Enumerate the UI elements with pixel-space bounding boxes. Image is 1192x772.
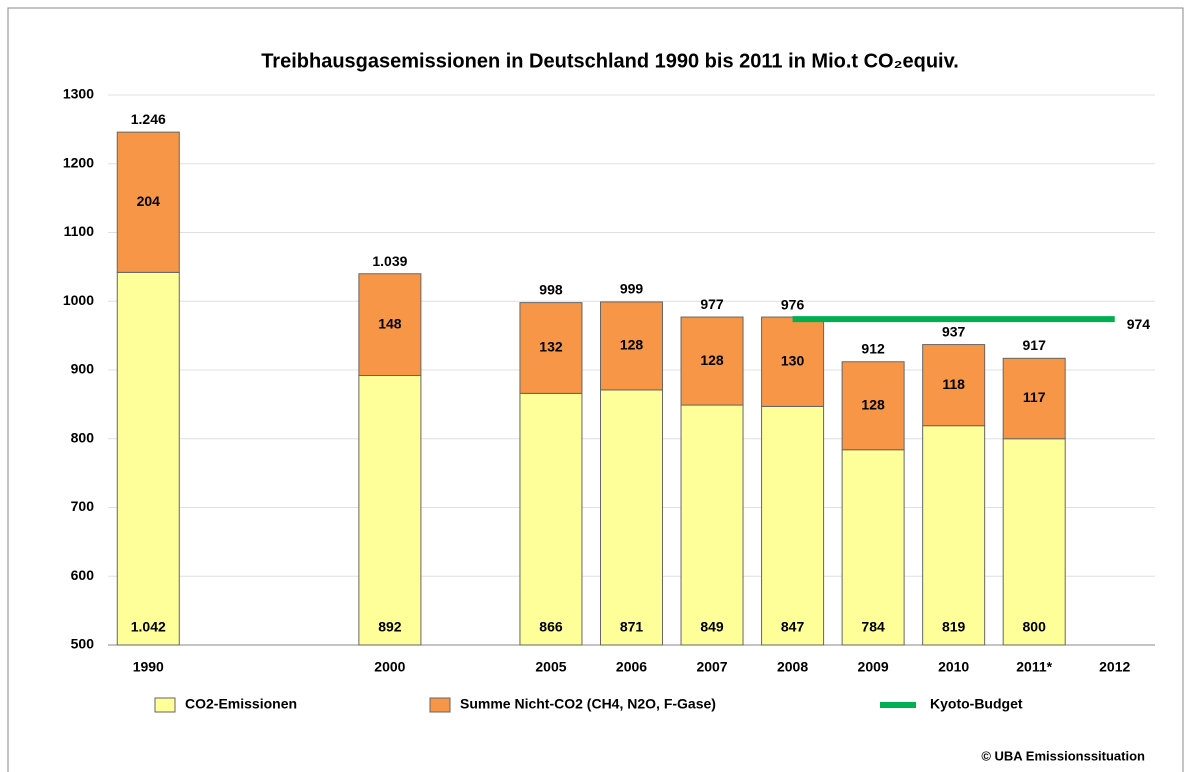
y-tick-label: 500 — [71, 636, 95, 652]
bar-value-label: 128 — [861, 396, 885, 412]
bar-segment — [358, 273, 422, 376]
source-note: © UBA Emissionssituation — [981, 748, 1145, 763]
x-tick-label: 2009 — [858, 659, 889, 675]
bar-value-label: 847 — [781, 619, 805, 635]
bar-value-label: 128 — [700, 352, 724, 368]
x-tick-label: 2008 — [777, 659, 808, 675]
y-tick-label: 600 — [71, 567, 95, 583]
bar-value-label: 871 — [620, 619, 644, 635]
y-tick-label: 800 — [71, 429, 95, 445]
y-tick-label: 1000 — [63, 292, 94, 308]
bar-segment — [599, 389, 664, 646]
total-label: 937 — [942, 323, 966, 339]
bar-value-label: 892 — [378, 619, 402, 635]
x-tick-label: 2011* — [1016, 659, 1052, 675]
bar-segment — [358, 375, 422, 646]
bar-segment — [841, 361, 905, 451]
bar-segment — [761, 405, 825, 646]
total-label: 1.039 — [372, 253, 407, 269]
bar-segment — [1002, 438, 1066, 646]
bar-value-label: 130 — [781, 352, 805, 368]
legend-label: Kyoto-Budget — [930, 696, 1023, 712]
legend-label: CO2-Emissionen — [185, 696, 297, 712]
bar-segment — [680, 404, 744, 646]
x-tick-label: 1990 — [133, 659, 164, 675]
total-label: 977 — [700, 296, 724, 312]
total-label: 912 — [861, 340, 885, 356]
x-tick-label: 2007 — [696, 659, 727, 675]
bar-value-label: 800 — [1023, 619, 1047, 635]
bar-segment — [922, 344, 986, 427]
x-tick-label: 2010 — [938, 659, 969, 675]
bar-value-label: 132 — [539, 339, 563, 355]
y-tick-label: 1100 — [64, 223, 95, 239]
total-label: 999 — [620, 281, 644, 297]
legend-swatch — [154, 697, 176, 713]
bar-value-label: 1.042 — [131, 619, 166, 635]
total-label: 998 — [539, 281, 563, 297]
x-tick-label: 2012 — [1099, 659, 1130, 675]
bar-segment — [519, 392, 583, 646]
bar-segment — [1002, 357, 1066, 440]
bar-value-label: 128 — [620, 337, 644, 353]
bar-segment — [841, 449, 905, 646]
chart-title: Treibhausgasemissionen in Deutschland 19… — [261, 50, 959, 72]
bar-value-label: 784 — [861, 619, 885, 635]
bar-segment — [116, 131, 180, 273]
bar-value-label: 866 — [539, 619, 563, 635]
bar-value-label: 117 — [1023, 389, 1046, 405]
bar-value-label: 849 — [700, 619, 724, 635]
bar-segment — [599, 301, 664, 391]
total-label: 976 — [781, 296, 805, 312]
bar-segment — [680, 316, 744, 406]
x-tick-label: 2006 — [616, 659, 647, 675]
bar-value-label: 118 — [942, 376, 965, 392]
y-tick-label: 1300 — [63, 86, 94, 102]
bar-segment — [116, 271, 180, 646]
total-label: 917 — [1023, 337, 1047, 353]
legend-swatch — [429, 697, 451, 713]
bar-segment — [519, 302, 583, 394]
legend-label: Summe Nicht-CO2 (CH4, N2O, F-Gase) — [460, 696, 716, 712]
bar-segment — [922, 425, 986, 646]
y-tick-label: 900 — [71, 361, 95, 377]
bar-value-label: 819 — [942, 619, 966, 635]
bar-value-label: 204 — [137, 193, 161, 209]
y-tick-label: 700 — [71, 498, 95, 514]
x-tick-label: 2005 — [535, 659, 566, 675]
line-value-label: 974 — [1127, 316, 1151, 332]
bar-segment — [761, 316, 825, 407]
total-label: 1.246 — [131, 111, 166, 127]
x-tick-label: 2000 — [374, 659, 405, 675]
y-tick-label: 1200 — [63, 154, 94, 170]
bar-value-label: 148 — [378, 315, 402, 331]
